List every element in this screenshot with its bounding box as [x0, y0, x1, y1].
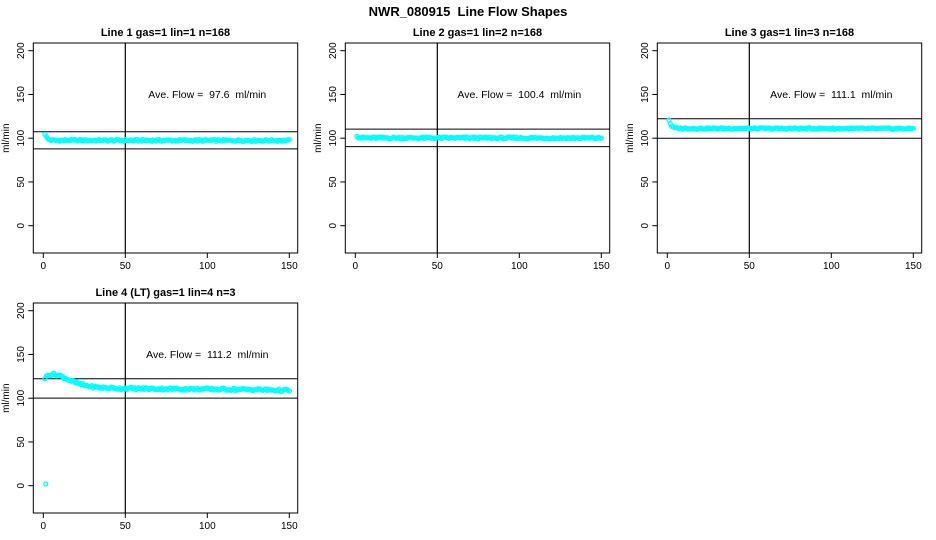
- y-tick-label: 50: [640, 176, 651, 188]
- subplot-line4: 0 50 100 150 0 50 100 150 200 ml/min Line 4 (LT) g…: [0, 280, 312, 540]
- x-tick-label: 0: [41, 521, 47, 532]
- data-point: [286, 137, 292, 143]
- y-tick-label: 0: [640, 222, 651, 228]
- y-axis-title: ml/min: [313, 123, 324, 152]
- y-tick-label: 200: [640, 42, 651, 59]
- subplot-line3: 0 50 100 150 0 50 100 150 200 ml/min Line 3 gas=1 …: [624, 20, 936, 280]
- subplot-line1: 0 50 100 150 0 50 100 150 200 ml/min Line 1 gas=1 …: [0, 20, 312, 280]
- subplot-title: Line 4 (LT) gas=1 lin=4 n=3: [95, 287, 235, 299]
- x-tick-label: 0: [353, 261, 359, 272]
- y-tick-label: 0: [16, 222, 27, 228]
- y-tick-label: 50: [16, 436, 27, 448]
- x-tick-label: 100: [823, 261, 840, 272]
- y-tick-label: 100: [16, 389, 27, 406]
- subplot-line3-svg: 0 50 100 150 0 50 100 150 200 ml/min Line 3 gas=1 …: [625, 27, 923, 272]
- y-tick-label: 200: [16, 302, 27, 319]
- x-tick-label: 150: [281, 521, 298, 532]
- y-tick-label: 200: [328, 42, 339, 59]
- y-tick-label: 100: [16, 129, 27, 146]
- y-tick-label: 150: [16, 346, 27, 363]
- y-tick-label: 0: [328, 222, 339, 228]
- x-tick-label: 100: [199, 261, 216, 272]
- y-tick-label: 100: [640, 129, 651, 146]
- y-tick-label: 50: [16, 176, 27, 188]
- subplot-title: Line 1 gas=1 lin=1 n=168: [101, 27, 230, 39]
- x-tick-label: 0: [41, 261, 47, 272]
- data-point: [910, 125, 916, 132]
- x-tick-label: 50: [120, 521, 132, 532]
- subplot-line2-svg: 0 50 100 150 0 50 100 150 200 ml/min Line 2 gas=1 …: [313, 27, 611, 272]
- y-axis-title: ml/min: [1, 383, 12, 412]
- subplot-line4-svg: 0 50 100 150 0 50 100 150 200 ml/min Line 4 (LT) g…: [1, 287, 299, 532]
- main-title: NWR_080915 Line Flow Shapes: [368, 4, 568, 19]
- plot-box: [32, 302, 299, 514]
- subplot-title: Line 3 gas=1 lin=3 n=168: [725, 27, 854, 39]
- x-tick-label: 150: [593, 261, 610, 272]
- data-point: [598, 135, 604, 141]
- subplot-title: Line 2 gas=1 lin=2 n=168: [413, 27, 542, 39]
- data-point: [286, 388, 292, 394]
- y-tick-label: 200: [16, 42, 27, 59]
- x-tick-label: 0: [665, 261, 671, 272]
- plot-box: [344, 42, 611, 254]
- y-tick-label: 0: [16, 482, 27, 488]
- ave-flow-annotation: Ave. Flow = 97.6 ml/min: [148, 89, 266, 101]
- x-tick-label: 150: [281, 261, 298, 272]
- subplot-line1-svg: 0 50 100 150 0 50 100 150 200 ml/min Line 1 gas=1 …: [1, 27, 299, 272]
- ave-flow-annotation: Ave. Flow = 111.1 ml/min: [770, 89, 892, 101]
- y-axis-title: ml/min: [1, 123, 12, 152]
- plot-box: [32, 42, 299, 254]
- x-tick-label: 50: [432, 261, 444, 272]
- y-tick-label: 50: [328, 176, 339, 188]
- y-tick-label: 150: [328, 86, 339, 103]
- y-axis-title: ml/min: [625, 123, 636, 152]
- y-tick-label: 150: [16, 86, 27, 103]
- ave-flow-annotation: Ave. Flow = 100.4 ml/min: [457, 89, 581, 101]
- x-tick-label: 100: [199, 521, 216, 532]
- subplot-line2: 0 50 100 150 0 50 100 150 200 ml/min Line 2 gas=1 …: [312, 20, 624, 280]
- y-tick-label: 150: [640, 86, 651, 103]
- x-tick-label: 50: [744, 261, 756, 272]
- x-tick-label: 150: [905, 261, 922, 272]
- outlier-point: [43, 481, 49, 487]
- ave-flow-annotation: Ave. Flow = 111.2 ml/min: [146, 349, 268, 361]
- plot-box: [656, 42, 923, 254]
- x-tick-label: 100: [511, 261, 528, 272]
- x-tick-label: 50: [120, 261, 132, 272]
- y-tick-label: 100: [328, 129, 339, 146]
